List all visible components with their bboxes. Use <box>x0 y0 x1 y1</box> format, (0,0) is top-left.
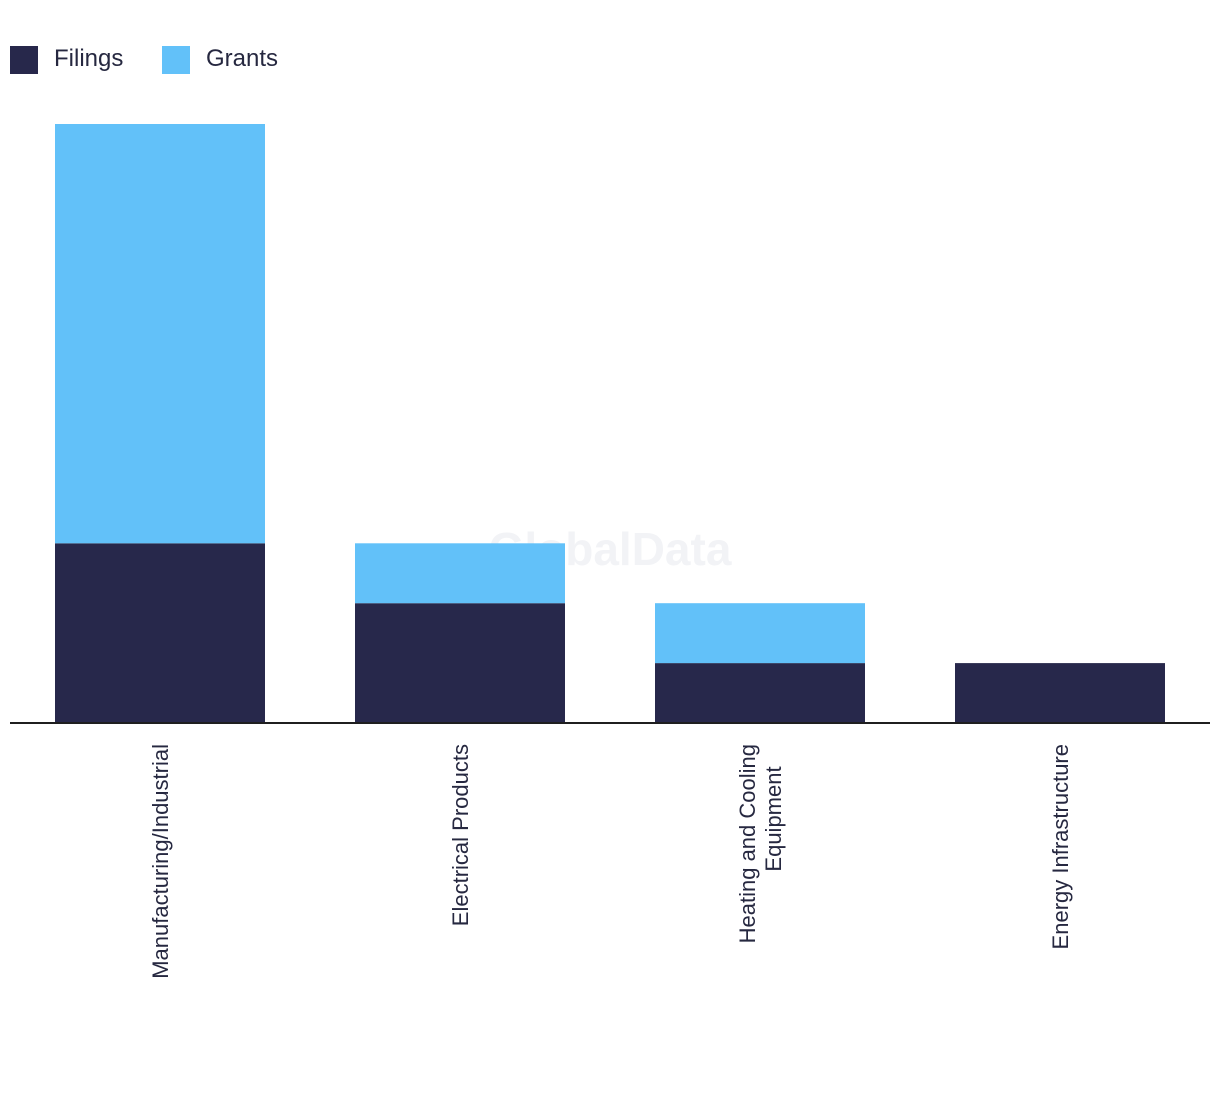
category-label-2: Heating and CoolingEquipment <box>735 744 786 943</box>
bar-filings-0 <box>55 543 265 723</box>
category-labels: Manufacturing/Industrial Electrical Produ… <box>148 744 1073 979</box>
bar-filings-2 <box>655 663 865 723</box>
category-label-3: Energy Infrastructure <box>1048 744 1073 949</box>
bar-grants-1 <box>355 543 565 604</box>
bar-filings-3 <box>955 663 1165 723</box>
bar-grants-0 <box>55 124 265 544</box>
legend: Filings Grants <box>10 45 278 74</box>
bar-filings-1 <box>355 603 565 723</box>
category-label-0: Manufacturing/Industrial <box>148 744 173 979</box>
legend-swatch-grants <box>162 46 190 74</box>
legend-label-grants: Grants <box>206 45 278 72</box>
legend-swatch-filings <box>10 46 38 74</box>
bar-grants-2 <box>655 603 865 664</box>
bar-group <box>55 124 1165 723</box>
category-label-1: Electrical Products <box>448 744 473 926</box>
legend-label-filings: Filings <box>54 45 123 72</box>
